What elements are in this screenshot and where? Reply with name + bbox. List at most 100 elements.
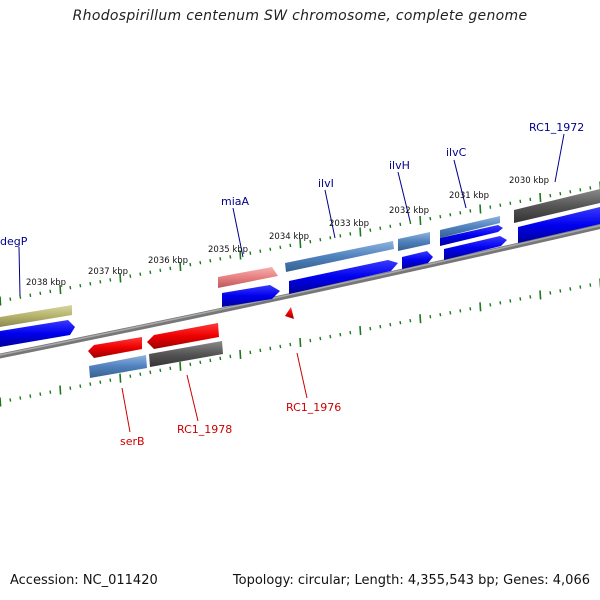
lower-ruler-tick xyxy=(259,348,262,353)
upper-ruler-tick xyxy=(429,216,432,221)
label-degP[interactable]: degP xyxy=(0,235,28,248)
lower-ruler-tick xyxy=(369,326,372,331)
gene-bar-miaA[interactable] xyxy=(218,267,278,288)
label-ilvC[interactable]: ilvC xyxy=(446,146,467,159)
scale-label-2035: 2035 kbp xyxy=(208,245,248,255)
cds-arrow-miaA[interactable] xyxy=(222,285,280,307)
upper-ruler-tick xyxy=(469,209,472,213)
lower-ruler-tick xyxy=(39,392,42,396)
lower-ruler-tick xyxy=(389,322,392,327)
label-RC1_1972[interactable]: RC1_1972 xyxy=(529,121,584,134)
upper-ruler-tick xyxy=(139,272,142,276)
upper-ruler-tick xyxy=(0,296,2,306)
accession-text: Accession: NC_011420 xyxy=(10,573,158,588)
upper-ruler-tick xyxy=(459,211,462,215)
scale-label-2037: 2037 kbp xyxy=(88,267,128,277)
upper-ruler-tick xyxy=(329,236,332,240)
lower-ruler-tick xyxy=(269,346,272,351)
cds-arrow-ilvI[interactable] xyxy=(289,260,398,294)
lower-ruler-tick xyxy=(569,287,572,291)
upper-ruler-tick xyxy=(69,285,72,290)
upper-ruler-tick xyxy=(319,237,322,242)
scale-label-2031: 2031 kbp xyxy=(449,191,489,201)
lower-ruler-tick xyxy=(219,356,222,361)
cds-arrow-ilvH[interactable] xyxy=(402,251,433,269)
lower-ruler-tick xyxy=(179,361,182,371)
cds-arrow-RC1_1978[interactable] xyxy=(147,323,219,349)
lower-ruler-tick xyxy=(399,320,402,325)
upper-ruler-tick xyxy=(229,255,232,259)
lower-ruler-tick xyxy=(119,373,122,383)
upper-ruler-tick xyxy=(569,190,572,194)
upper-ruler-tick xyxy=(449,213,452,217)
upper-ruler-tick xyxy=(59,284,62,295)
lower-ruler-tick xyxy=(89,382,92,386)
scale-label-2038: 2038 kbp xyxy=(26,278,66,288)
lower-ruler-tick xyxy=(349,330,352,335)
label-ilvH[interactable]: ilvH xyxy=(389,159,410,172)
lower-ruler-tick xyxy=(159,368,162,373)
lower-ruler-tick xyxy=(589,283,592,287)
label-RC1_1976[interactable]: RC1_1976 xyxy=(286,401,341,414)
upper-ruler-tick xyxy=(289,243,292,248)
lower-ruler-tick xyxy=(59,385,62,395)
scale-label-2036: 2036 kbp xyxy=(148,256,188,266)
upper-ruler-tick xyxy=(39,291,42,296)
upper-ruler-tick xyxy=(439,214,442,219)
genome-backbone xyxy=(0,224,600,359)
lower-ruler-tick xyxy=(519,297,522,301)
lower-ruler-tick xyxy=(379,324,382,329)
gene-bar-ilvH[interactable] xyxy=(398,232,430,251)
cds-arrow-RC1_1976[interactable] xyxy=(285,307,294,319)
gene-bar-ilvI[interactable] xyxy=(285,241,394,272)
upper-ruler-tick xyxy=(159,268,162,273)
cds-arrow-serB[interactable] xyxy=(88,337,142,358)
map-title: Rhodospirillum centenum SW chromosome, c… xyxy=(72,8,528,24)
upper-ruler-tick xyxy=(249,251,252,255)
upper-ruler-tick xyxy=(169,266,172,271)
lower-ruler-tick xyxy=(9,398,12,402)
cds-arrow-RC1_1972[interactable] xyxy=(518,207,600,243)
lower-ruler-tick xyxy=(419,314,422,324)
lower-ruler-tick xyxy=(299,337,302,348)
label-serB[interactable]: serB xyxy=(120,435,145,448)
lower-ruler-tick xyxy=(499,301,502,305)
lower-ruler-tick xyxy=(529,295,532,299)
gene-bar-degP[interactable] xyxy=(0,305,72,327)
reverse-strand xyxy=(88,307,294,378)
gene-bar-ilvC[interactable] xyxy=(440,216,500,238)
lower-ruler-tick xyxy=(539,290,542,300)
label-miaA[interactable]: miaA xyxy=(221,195,250,208)
forward-strand xyxy=(0,189,600,347)
lower-ruler-tick xyxy=(409,318,412,323)
upper-ruler-tick xyxy=(409,220,412,225)
cds-arrow-ilvC[interactable] xyxy=(444,236,507,260)
upper-ruler-tick xyxy=(379,226,382,230)
label-ilvI[interactable]: ilvI xyxy=(318,177,334,190)
gene-bar-serB[interactable] xyxy=(89,355,147,378)
lower-ruler-tick xyxy=(279,344,282,349)
lower-ruler-tick xyxy=(459,309,462,313)
lower-ruler-tick xyxy=(249,350,252,355)
lower-ruler-tick xyxy=(0,397,2,407)
cds-arrow-degP[interactable] xyxy=(0,320,75,347)
scale-ruler xyxy=(0,181,600,407)
lower-ruler-tick xyxy=(109,378,112,382)
upper-ruler-tick xyxy=(539,192,542,203)
upper-ruler-tick xyxy=(219,257,222,261)
gene-bar-RC1_1972[interactable] xyxy=(514,189,600,223)
upper-ruler-tick xyxy=(479,204,482,214)
label-RC1_1978[interactable]: RC1_1978 xyxy=(177,423,232,436)
gene-labels: degP miaA ilvI ilvH ilvC RC1_1972 serB R… xyxy=(0,121,584,448)
scale-label-2034: 2034 kbp xyxy=(269,232,309,242)
lower-ruler-tick xyxy=(229,354,232,359)
upper-ruler-tick xyxy=(349,232,352,236)
lower-ruler-tick xyxy=(189,362,192,367)
lower-ruler-tick xyxy=(439,312,442,317)
cds-arrow-ilvC-upper[interactable] xyxy=(440,225,503,246)
gene-bar-RC1_1978[interactable] xyxy=(149,341,223,367)
upper-ruler-tick xyxy=(79,283,82,288)
upper-ruler-tick xyxy=(299,238,302,249)
upper-ruler-tick xyxy=(559,191,562,196)
